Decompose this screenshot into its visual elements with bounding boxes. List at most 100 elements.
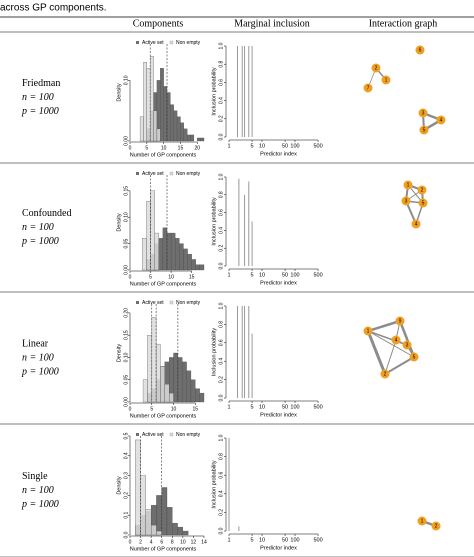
histogram-bar — [166, 232, 172, 271]
x-axis-label: Predictor index — [260, 545, 297, 551]
graph-node — [403, 180, 413, 190]
histogram-bar — [139, 116, 144, 142]
node-label: 2 — [384, 372, 387, 378]
graph-edge — [384, 356, 415, 375]
graph-node — [391, 335, 401, 345]
graph-node — [417, 516, 427, 526]
x-tick-label: 100 — [290, 537, 299, 543]
histogram-bar — [179, 243, 184, 271]
y-tick-label: 0.00 — [123, 265, 129, 275]
histogram-bar — [150, 524, 157, 536]
histogram-bar — [158, 238, 164, 271]
y-tick-label: 0.2 — [218, 509, 224, 516]
x-tick-label: 8 — [171, 539, 174, 545]
x-tick-label: 0 — [129, 539, 132, 545]
x-axis-label: Number of GP components — [130, 152, 197, 158]
node-label: 4 — [415, 222, 418, 228]
y-tick-label: 0.05 — [123, 239, 129, 249]
x-tick-label: 0 — [129, 406, 132, 412]
legend-label: Active set — [142, 40, 164, 46]
x-tick-label: 5 — [251, 272, 254, 278]
y-tick-label: 1.0 — [218, 173, 224, 180]
x-tick-label: 0 — [129, 274, 132, 280]
legend-swatch — [169, 300, 174, 305]
graph-node — [415, 45, 425, 55]
y-tick-label: 0.0 — [218, 527, 224, 534]
y-tick-label: 0.6 — [218, 209, 224, 216]
histogram-bar — [146, 201, 151, 271]
graph-node — [381, 75, 391, 85]
graph-node — [363, 326, 373, 336]
histogram-bar — [172, 522, 178, 536]
histogram-bar — [151, 317, 157, 403]
histogram-bar — [147, 335, 152, 403]
y-tick-label: 0.6 — [218, 472, 224, 479]
graph-node — [402, 340, 412, 350]
x-axis-label: Predictor index — [260, 412, 297, 418]
y-tick-label: 0.8 — [218, 453, 224, 460]
histogram-bar — [145, 509, 152, 536]
row-param: n = 100 — [22, 222, 54, 233]
graph-node — [371, 63, 381, 73]
histogram-bar — [177, 526, 184, 536]
y-tick-label: 0.4 — [123, 452, 129, 459]
histogram-bar — [161, 487, 168, 536]
graph-edge — [398, 320, 416, 358]
graph-node — [401, 196, 411, 206]
histogram-bar — [180, 122, 184, 142]
y-tick-label: 0.2 — [218, 376, 224, 383]
legend-label: Active set — [142, 432, 164, 438]
y-tick-label: 0.3 — [123, 472, 129, 479]
legend-swatch — [169, 40, 174, 45]
x-tick-label: 100 — [290, 143, 299, 149]
graph-node — [418, 198, 428, 208]
node-label: 3 — [406, 343, 409, 349]
node-label: 2 — [435, 524, 438, 530]
y-axis-label: Density — [116, 476, 122, 495]
x-tick-label: 14 — [201, 539, 207, 545]
column-header: Components — [133, 18, 184, 29]
legend-swatch — [136, 41, 139, 44]
histogram-bar — [140, 475, 147, 536]
y-tick-label: 0.20 — [123, 308, 129, 318]
graph-node — [418, 108, 428, 118]
x-tick-label: 500 — [313, 143, 322, 149]
row-param: p = 1000 — [21, 236, 59, 247]
histogram-bar — [186, 370, 192, 403]
x-tick-label: 50 — [282, 537, 288, 543]
graph-edge — [367, 330, 415, 358]
x-tick-label: 5 — [251, 143, 254, 149]
histogram-bar — [166, 507, 173, 536]
histogram-bar — [183, 128, 188, 142]
histogram-bar — [183, 248, 188, 271]
graph-node — [363, 83, 373, 93]
legend-label: Non empty — [176, 432, 201, 438]
legend-swatch — [169, 432, 174, 437]
y-tick-label: 0.15 — [123, 330, 129, 340]
histogram-bar — [173, 352, 179, 403]
x-tick-label: 10 — [161, 145, 167, 151]
row-param: n = 100 — [22, 485, 54, 496]
histogram-bar — [175, 238, 180, 271]
y-tick-label: 0.10 — [123, 212, 129, 222]
node-label: 1 — [367, 329, 370, 335]
y-tick-label: 1.0 — [218, 302, 224, 309]
x-tick-label: 5 — [145, 145, 148, 151]
x-tick-label: 2 — [139, 539, 142, 545]
x-tick-label: 10 — [180, 539, 186, 545]
y-tick-label: 0.4 — [218, 490, 224, 497]
y-tick-label: 0.6 — [218, 79, 224, 86]
x-tick-label: 100 — [290, 404, 299, 410]
y-tick-label: 0.0 — [218, 133, 224, 140]
node-label: 7 — [367, 86, 370, 92]
x-tick-label: 10 — [171, 406, 177, 412]
histogram-bar — [190, 379, 196, 403]
legend-label: Active set — [142, 171, 164, 177]
histogram-bar — [166, 92, 171, 142]
x-tick-label: 12 — [191, 539, 197, 545]
y-axis-label: Inclusion probability — [211, 197, 217, 246]
y-tick-label: 0.1 — [123, 512, 129, 519]
y-axis-label: Density — [116, 83, 122, 102]
histogram-bar — [150, 55, 154, 142]
node-label: 3 — [422, 111, 425, 117]
